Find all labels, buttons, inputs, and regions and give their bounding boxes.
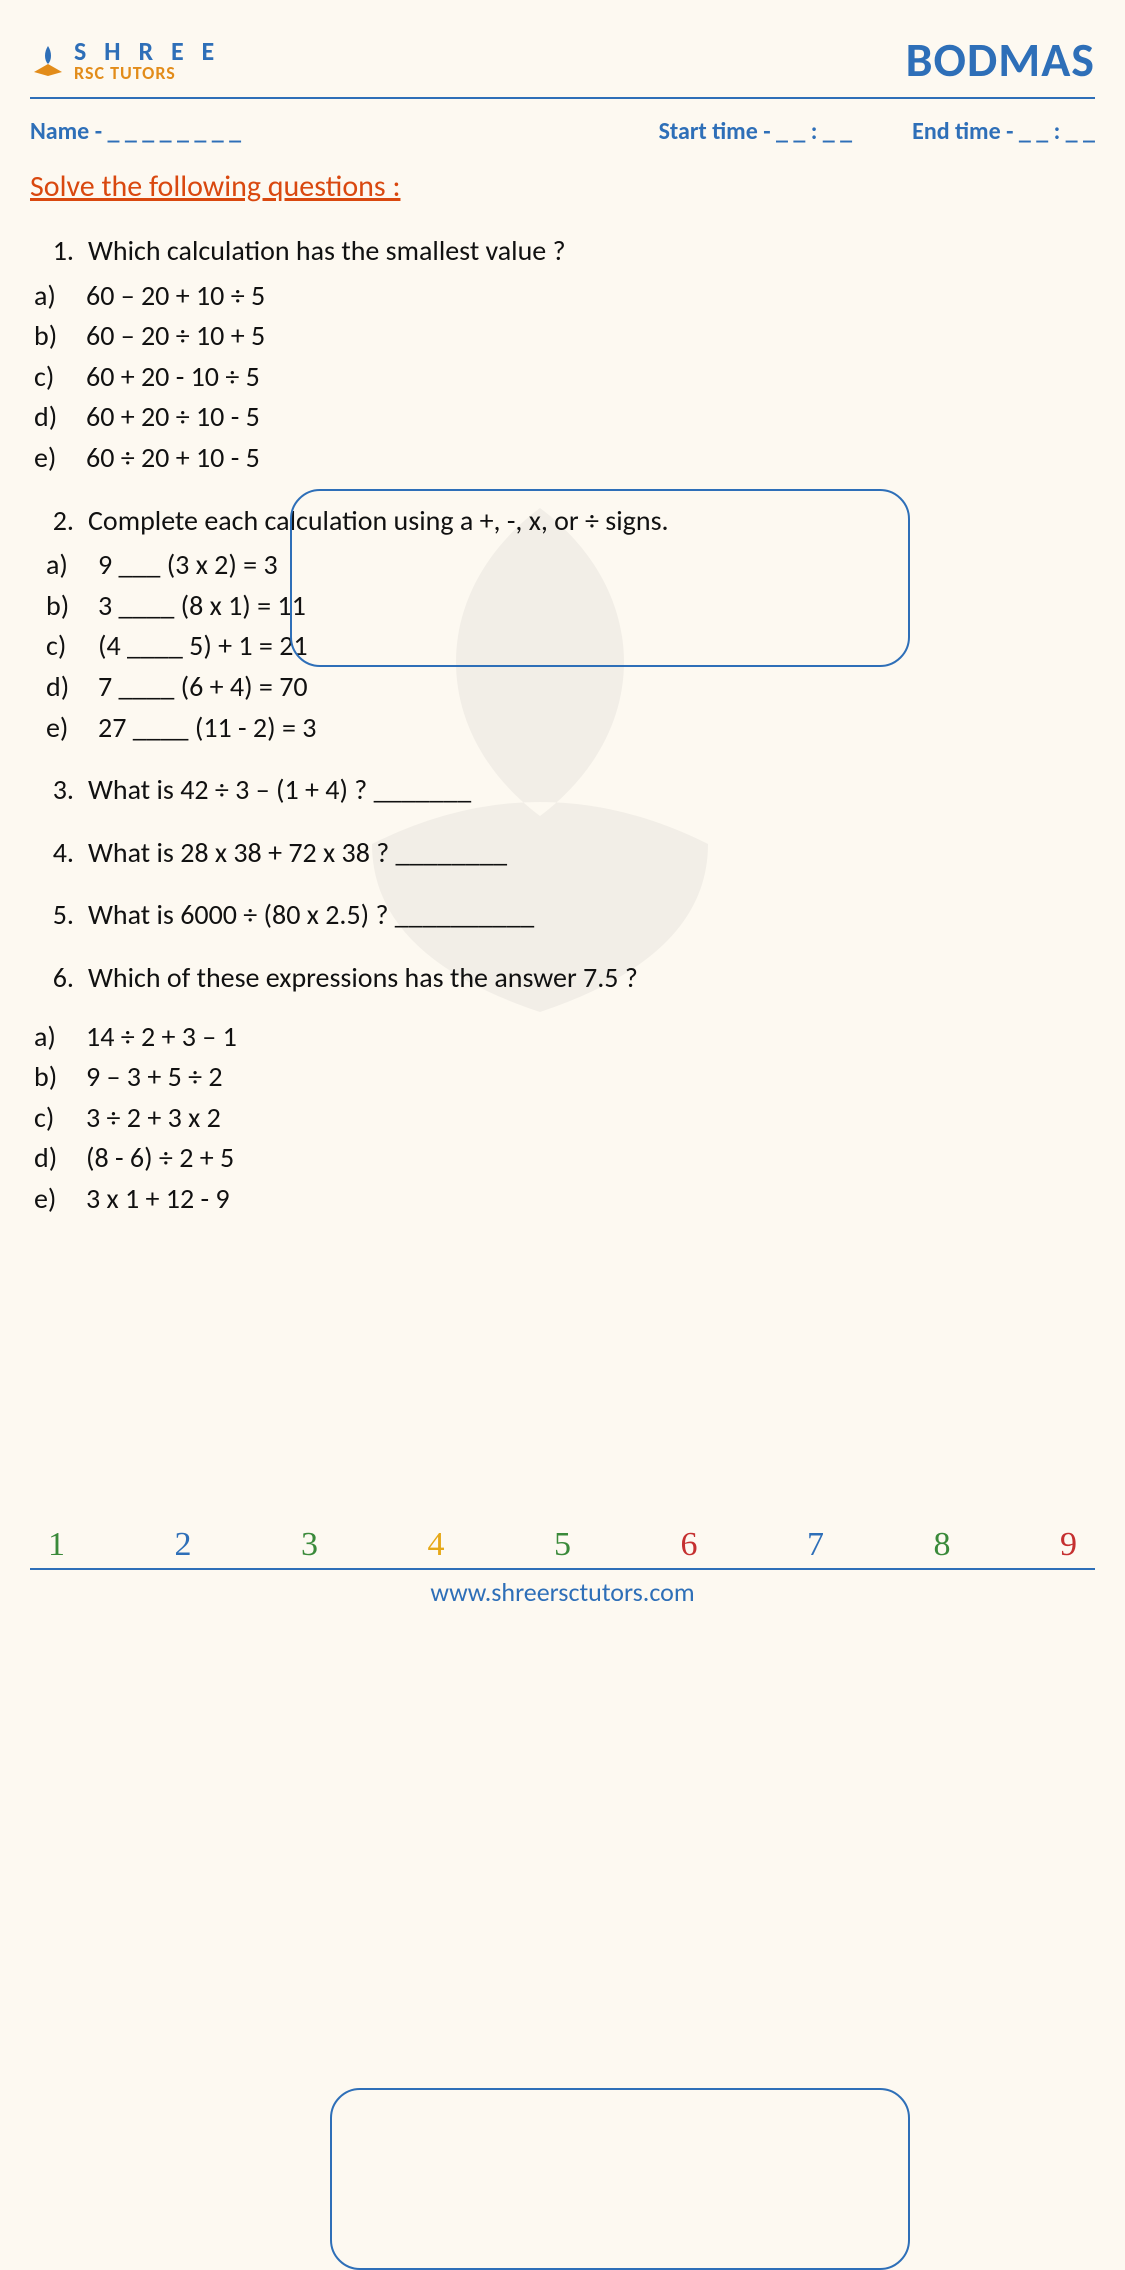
option-text: 3 x 1 + 12 - 9 bbox=[86, 1179, 230, 1220]
option-text: 14 ÷ 2 + 3 – 1 bbox=[86, 1017, 237, 1058]
start-time-field: Start time - _ _ : _ _ bbox=[659, 117, 853, 146]
question-4: 4. What is 28 x 38 + 72 x 38 ? ________ bbox=[30, 833, 1095, 874]
q6-options: a) 14 ÷ 2 + 3 – 1 b) 9 – 3 + 5 ÷ 2 c) 3 ÷ 2 +… bbox=[30, 1017, 1095, 1220]
option-text: 3 ÷ 2 + 3 x 2 bbox=[86, 1098, 221, 1139]
q1-options: a) 60 – 20 + 10 ÷ 5 b) 60 – 20 ÷ 10 + 5 c) 60… bbox=[30, 276, 1095, 479]
logo-icon bbox=[30, 42, 66, 78]
option-text: 27 ____ (11 - 2) = 3 bbox=[98, 708, 316, 749]
question-5: 5. What is 6000 ÷ (80 x 2.5) ? _________… bbox=[30, 895, 1095, 936]
option-letter: e) bbox=[30, 438, 72, 479]
option-row: d) 7 ____ (6 + 4) = 70 bbox=[42, 667, 1095, 708]
option-row: e) 27 ____ (11 - 2) = 3 bbox=[42, 708, 1095, 749]
option-text: 60 + 20 - 10 ÷ 5 bbox=[86, 357, 260, 398]
option-row: e) 3 x 1 + 12 - 9 bbox=[30, 1179, 1095, 1220]
option-text: 60 – 20 ÷ 10 + 5 bbox=[86, 316, 265, 357]
footer-number: 5 bbox=[554, 1526, 571, 1564]
option-letter: c) bbox=[30, 357, 72, 398]
q2-number: 2. bbox=[30, 501, 74, 542]
option-text: 60 ÷ 20 + 10 - 5 bbox=[86, 438, 260, 479]
question-3: 3. What is 42 ÷ 3 – (1 + 4) ? _______ bbox=[30, 770, 1095, 811]
q3-text: What is 42 ÷ 3 – (1 + 4) ? _______ bbox=[88, 770, 471, 811]
option-text: (8 - 6) ÷ 2 + 5 bbox=[86, 1138, 234, 1179]
q5-number: 5. bbox=[30, 895, 74, 936]
option-letter: c) bbox=[30, 1098, 72, 1139]
footer-number: 7 bbox=[807, 1526, 824, 1564]
instruction: Solve the following questions : bbox=[30, 168, 1095, 205]
footer-number: 6 bbox=[681, 1526, 698, 1564]
option-row: d) (8 - 6) ÷ 2 + 5 bbox=[30, 1138, 1095, 1179]
option-row: e) 60 ÷ 20 + 10 - 5 bbox=[30, 438, 1095, 479]
q4-text: What is 28 x 38 + 72 x 38 ? ________ bbox=[88, 833, 507, 874]
footer-number: 3 bbox=[301, 1526, 318, 1564]
meta-row: Name - _ _ _ _ _ _ _ _ Start time - _ _ … bbox=[30, 117, 1095, 146]
footer-number: 1 bbox=[48, 1526, 65, 1564]
content: 1. Which calculation has the smallest va… bbox=[30, 231, 1095, 1219]
option-letter: b) bbox=[30, 1057, 72, 1098]
q1-text: Which calculation has the smallest value… bbox=[88, 231, 566, 272]
logo: S H R E E RSC TUTORS bbox=[30, 38, 220, 82]
name-field: Name - _ _ _ _ _ _ _ _ bbox=[30, 117, 241, 146]
q3-number: 3. bbox=[30, 770, 74, 811]
option-letter: b) bbox=[42, 586, 84, 627]
option-letter: a) bbox=[30, 1017, 72, 1058]
end-time-field: End time - _ _ : _ _ bbox=[912, 117, 1095, 146]
option-row: a) 60 – 20 + 10 ÷ 5 bbox=[30, 276, 1095, 317]
footer-url: www.shreersctutors.com bbox=[0, 1576, 1125, 1608]
q1-number: 1. bbox=[30, 231, 74, 272]
question-6: 6. Which of these expressions has the an… bbox=[30, 958, 1095, 1220]
page-title: BODMAS bbox=[906, 30, 1095, 89]
footer-number: 9 bbox=[1060, 1526, 1077, 1564]
q5-text: What is 6000 ÷ (80 x 2.5) ? __________ bbox=[88, 895, 534, 936]
option-row: b) 9 – 3 + 5 ÷ 2 bbox=[30, 1057, 1095, 1098]
option-row: a) 14 ÷ 2 + 3 – 1 bbox=[30, 1017, 1095, 1058]
option-text: 60 – 20 + 10 ÷ 5 bbox=[86, 276, 265, 317]
logo-sub-text: RSC TUTORS bbox=[74, 64, 220, 82]
option-text: 60 + 20 ÷ 10 - 5 bbox=[86, 397, 260, 438]
logo-main-text: S H R E E bbox=[74, 38, 220, 64]
option-letter: d) bbox=[42, 667, 84, 708]
option-text: 9 – 3 + 5 ÷ 2 bbox=[86, 1057, 223, 1098]
q6-text: Which of these expressions has the answe… bbox=[88, 958, 638, 999]
option-letter: a) bbox=[42, 545, 84, 586]
footer-number: 4 bbox=[428, 1526, 445, 1564]
option-row: c) 3 ÷ 2 + 3 x 2 bbox=[30, 1098, 1095, 1139]
option-letter: e) bbox=[42, 708, 84, 749]
option-text: 3 ____ (8 x 1) = 11 bbox=[98, 586, 306, 627]
header: S H R E E RSC TUTORS BODMAS bbox=[30, 30, 1095, 99]
option-row: d) 60 + 20 ÷ 10 - 5 bbox=[30, 397, 1095, 438]
question-1: 1. Which calculation has the smallest va… bbox=[30, 231, 1095, 479]
option-row: c) 60 + 20 - 10 ÷ 5 bbox=[30, 357, 1095, 398]
footer-number: 2 bbox=[175, 1526, 192, 1564]
option-letter: b) bbox=[30, 316, 72, 357]
option-letter: c) bbox=[42, 626, 84, 667]
option-row: b) 60 – 20 ÷ 10 + 5 bbox=[30, 316, 1095, 357]
footer-number: 8 bbox=[934, 1526, 951, 1564]
q4-number: 4. bbox=[30, 833, 74, 874]
q1-answer-box[interactable] bbox=[290, 489, 910, 667]
q6-answer-box[interactable] bbox=[330, 2088, 910, 2270]
option-text: (4 ____ 5) + 1 = 21 bbox=[98, 626, 308, 667]
option-text: 7 ____ (6 + 4) = 70 bbox=[98, 667, 308, 708]
option-letter: e) bbox=[30, 1179, 72, 1220]
footer-numbers: 1 2 3 4 5 6 7 8 9 bbox=[30, 1526, 1095, 1570]
option-text: 9 ___ (3 x 2) = 3 bbox=[98, 545, 278, 586]
q6-number: 6. bbox=[30, 958, 74, 999]
option-letter: a) bbox=[30, 276, 72, 317]
option-letter: d) bbox=[30, 397, 72, 438]
option-letter: d) bbox=[30, 1138, 72, 1179]
